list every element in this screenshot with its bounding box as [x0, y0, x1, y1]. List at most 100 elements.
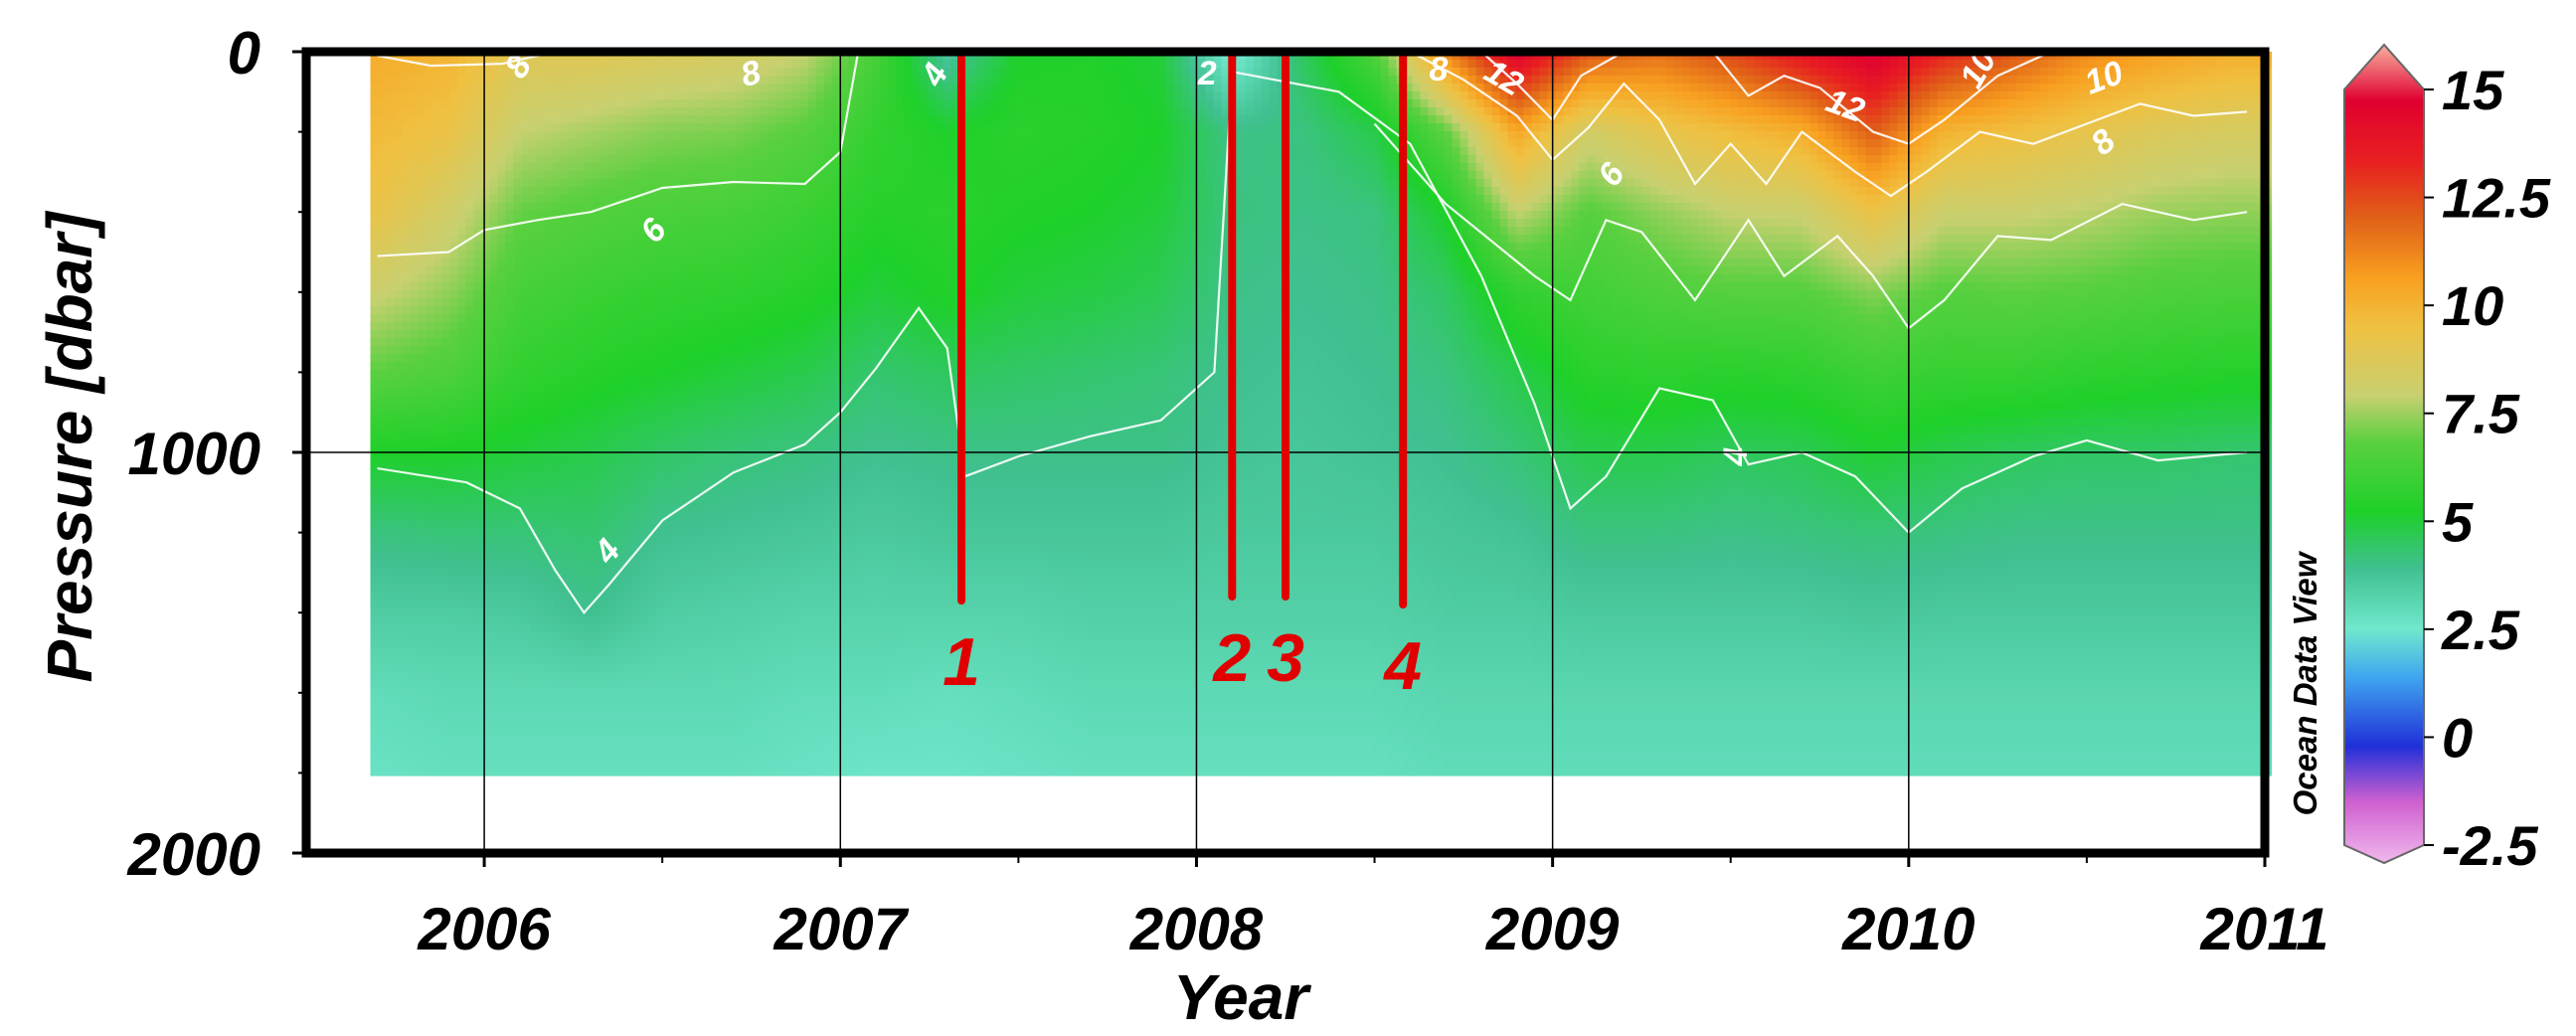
- heat-cell: [490, 76, 499, 85]
- heat-cell: [379, 585, 388, 594]
- heat-cell: [745, 282, 754, 291]
- heat-cell: [395, 187, 404, 196]
- heat-cell: [617, 712, 626, 721]
- heat-cell: [689, 68, 698, 77]
- heat-cell: [490, 712, 499, 721]
- heat-cell: [538, 139, 547, 148]
- heat-cell: [609, 457, 618, 466]
- heat-cell: [689, 155, 698, 164]
- heat-cell: [705, 521, 714, 530]
- heat-cell: [371, 720, 380, 729]
- heat-cell: [498, 330, 507, 339]
- heat-cell: [649, 728, 658, 737]
- heat-cell: [514, 314, 523, 323]
- heat-cell: [371, 648, 380, 657]
- heat-cell: [427, 624, 435, 633]
- heat-cell: [530, 314, 539, 323]
- heat-cell: [379, 394, 388, 403]
- heat-cell: [458, 465, 467, 474]
- heat-cell: [737, 505, 746, 514]
- heat-cell: [792, 290, 801, 299]
- heat-cell: [753, 107, 762, 116]
- heat-cell: [554, 704, 563, 713]
- heat-cell: [450, 259, 459, 267]
- heat-cell: [570, 545, 579, 554]
- heat-cell: [403, 696, 412, 705]
- heat-cell: [721, 298, 730, 307]
- heat-cell: [784, 640, 793, 649]
- heat-cell: [450, 171, 459, 180]
- heat-cell: [466, 640, 475, 649]
- heat-cell: [458, 338, 467, 347]
- heat-cell: [538, 720, 547, 729]
- heat-cell: [522, 410, 531, 419]
- heat-cell: [427, 680, 435, 689]
- heat-cell: [649, 203, 658, 212]
- heat-cell: [745, 537, 754, 546]
- heat-cell: [458, 426, 467, 434]
- heat-cell: [625, 251, 634, 259]
- heat-cell: [705, 123, 714, 132]
- heat-cell: [546, 505, 555, 514]
- heat-cell: [442, 457, 451, 466]
- heat-cell: [466, 720, 475, 729]
- heat-cell: [482, 370, 491, 379]
- heat-cell: [466, 489, 475, 498]
- heat-cell: [657, 370, 666, 379]
- heat-cell: [681, 219, 690, 228]
- heat-cell: [776, 147, 785, 156]
- heat-cell: [609, 736, 618, 745]
- heat-cell: [594, 298, 602, 307]
- heat-cell: [538, 402, 547, 411]
- heat-cell: [792, 219, 801, 228]
- heat-cell: [411, 537, 420, 546]
- heat-cell: [466, 712, 475, 721]
- heat-cell: [506, 251, 515, 259]
- heat-cell: [427, 171, 435, 180]
- heat-cell: [776, 664, 785, 673]
- heat-cell: [419, 107, 428, 116]
- heat-cell: [769, 426, 777, 434]
- heat-cell: [578, 338, 587, 347]
- heat-cell: [379, 720, 388, 729]
- heat-cell: [371, 410, 380, 419]
- heat-cell: [570, 147, 579, 156]
- heat-cell: [506, 688, 515, 697]
- heat-cell: [419, 768, 428, 777]
- heat-cell: [395, 354, 404, 363]
- heat-cell: [387, 664, 396, 673]
- heat-cell: [371, 473, 380, 482]
- heat-cell: [633, 203, 642, 212]
- heat-cell: [649, 712, 658, 721]
- heat-cell: [721, 274, 730, 283]
- heat-cell: [776, 441, 785, 450]
- heat-cell: [498, 76, 507, 85]
- heat-cell: [450, 219, 459, 228]
- heat-cell: [737, 696, 746, 705]
- heat-cell: [419, 386, 428, 395]
- heat-cell: [450, 505, 459, 514]
- heat-cell: [387, 712, 396, 721]
- heat-cell: [562, 688, 571, 697]
- heat-cell: [633, 99, 642, 108]
- heat-cell: [554, 529, 563, 538]
- heat-cell: [594, 179, 602, 188]
- heat-cell: [769, 688, 777, 697]
- heat-cell: [737, 656, 746, 665]
- heat-cell: [617, 768, 626, 777]
- heat-cell: [681, 203, 690, 212]
- heat-cell: [609, 433, 618, 442]
- heat-cell: [387, 243, 396, 252]
- heat-cell: [546, 473, 555, 482]
- heat-cell: [490, 449, 499, 458]
- heat-cell: [657, 728, 666, 737]
- heat-cell: [784, 155, 793, 164]
- heat-cell: [625, 203, 634, 212]
- heat-cell: [578, 537, 587, 546]
- heat-cell: [657, 91, 666, 100]
- heat-cell: [753, 187, 762, 196]
- heat-cell: [442, 402, 451, 411]
- heat-cell: [570, 274, 579, 283]
- heat-cell: [609, 720, 618, 729]
- heat-cell: [761, 449, 770, 458]
